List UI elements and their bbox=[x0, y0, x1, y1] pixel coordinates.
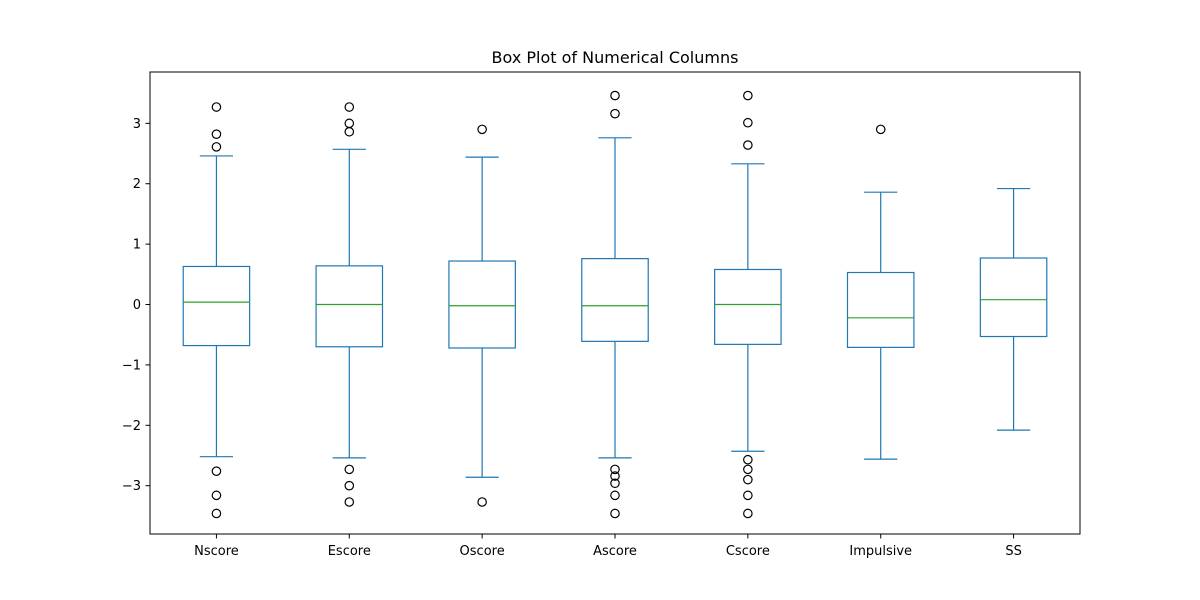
box-iqr bbox=[448, 260, 516, 349]
outlier-point bbox=[610, 90, 620, 101]
outlier-point bbox=[344, 126, 355, 137]
box-iqr bbox=[846, 271, 915, 348]
box-iqr bbox=[714, 268, 782, 345]
outlier-point bbox=[743, 474, 753, 485]
x-tick-label: Impulsive bbox=[849, 544, 912, 559]
outlier-point bbox=[344, 464, 355, 475]
outlier-point bbox=[211, 490, 222, 501]
outlier-point bbox=[743, 508, 753, 519]
outlier-point bbox=[344, 102, 355, 112]
chart-title: Box Plot of Numerical Columns bbox=[492, 48, 739, 67]
x-axis: Nscore Escore Oscore Ascore Cscore Impulsive S… bbox=[194, 534, 1022, 559]
outlier-point bbox=[610, 478, 620, 489]
x-tick-label: Oscore bbox=[460, 544, 505, 559]
x-tick-label: SS bbox=[1005, 544, 1022, 559]
outlier-point bbox=[743, 90, 753, 101]
outlier-point bbox=[743, 140, 753, 150]
outlier-point bbox=[610, 471, 620, 481]
outlier-point bbox=[344, 118, 355, 129]
y-tick-label: −2 bbox=[122, 419, 141, 434]
box-group-nscore bbox=[182, 102, 251, 519]
y-tick-label: 1 bbox=[133, 238, 141, 253]
outlier-point bbox=[610, 490, 620, 501]
box-iqr bbox=[581, 258, 649, 342]
x-tick-label: Cscore bbox=[726, 544, 770, 559]
y-tick-label: −1 bbox=[122, 358, 141, 373]
box-group-oscore bbox=[448, 124, 516, 507]
outlier-point bbox=[344, 480, 355, 491]
outlier-point bbox=[211, 508, 222, 519]
outlier-point bbox=[610, 464, 620, 475]
box-group-impulsive bbox=[846, 124, 915, 460]
outlier-point bbox=[610, 508, 620, 519]
box-group-ascore bbox=[581, 90, 649, 519]
box-group-escore bbox=[315, 102, 384, 507]
outlier-point bbox=[211, 142, 222, 152]
y-tick-label: −3 bbox=[122, 479, 141, 494]
outlier-point bbox=[211, 102, 222, 112]
y-tick-label: 2 bbox=[133, 177, 141, 192]
outlier-point bbox=[743, 454, 753, 465]
y-tick-label: 3 bbox=[133, 117, 141, 132]
outlier-point bbox=[610, 108, 620, 119]
outlier-point bbox=[743, 490, 753, 501]
outlier-point bbox=[477, 497, 487, 507]
box-iqr bbox=[315, 265, 384, 348]
outlier-point bbox=[743, 117, 753, 128]
outlier-point bbox=[211, 466, 222, 476]
x-tick-label: Nscore bbox=[194, 544, 239, 559]
outlier-point bbox=[875, 124, 886, 135]
y-axis: −3 −2 −1 0 1 2 3 bbox=[122, 117, 150, 494]
box-group-ss bbox=[979, 187, 1048, 431]
outlier-point bbox=[211, 129, 222, 140]
box-iqr bbox=[979, 257, 1048, 338]
x-tick-label: Ascore bbox=[593, 544, 637, 559]
box-iqr bbox=[182, 265, 251, 347]
outlier-point bbox=[344, 497, 355, 507]
x-tick-label: Escore bbox=[328, 544, 371, 559]
outlier-point bbox=[477, 124, 487, 135]
outlier-point bbox=[743, 464, 753, 475]
y-tick-label: 0 bbox=[133, 298, 141, 313]
box-group-cscore bbox=[714, 90, 782, 519]
plot-area bbox=[182, 90, 1048, 519]
